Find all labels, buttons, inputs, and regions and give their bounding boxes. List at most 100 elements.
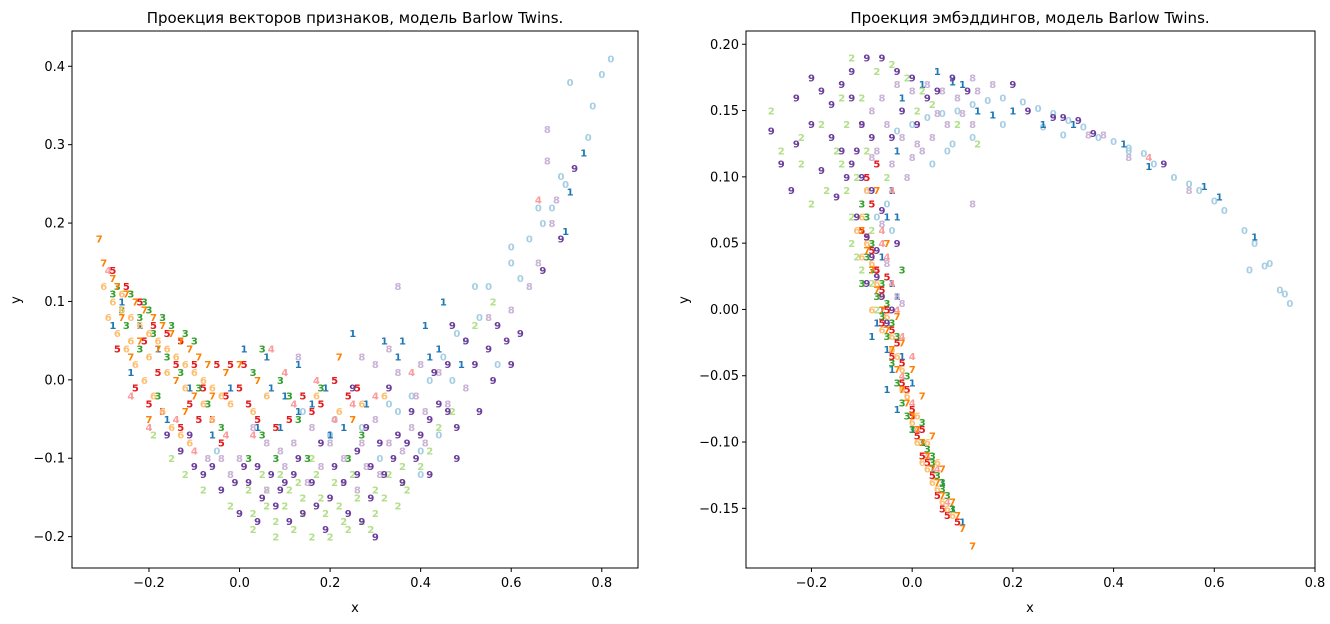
- right-point-digit-2: 2: [848, 239, 855, 250]
- left-point-digit-9: 9: [376, 439, 383, 450]
- right-point-digit-6: 6: [929, 478, 936, 489]
- right-point-digit-8: 8: [858, 120, 865, 131]
- right-point-digit-5: 5: [894, 339, 901, 350]
- right-point-digit-0: 0: [1241, 226, 1248, 237]
- left-point-digit-2: 2: [299, 493, 306, 504]
- right-point-digit-4: 4: [873, 266, 880, 277]
- left-point-digit-8: 8: [204, 454, 211, 465]
- left-point-digit-2: 2: [358, 517, 365, 528]
- left-point-digit-6: 6: [250, 407, 257, 418]
- left-point-digit-6: 6: [159, 407, 166, 418]
- right-point-digit-1: 1: [1145, 162, 1152, 173]
- left-point-digit-9: 9: [372, 533, 379, 544]
- left-y-ticks: −0.2 −0.1 0.0 0.1 0.2 0.3 0.4: [33, 60, 72, 545]
- left-point-digit-0: 0: [539, 219, 546, 230]
- right-point-digit-4: 4: [944, 498, 951, 509]
- left-point-digit-5: 5: [114, 345, 121, 356]
- right-point-digit-8: 8: [919, 146, 926, 157]
- right-point-digit-3: 3: [879, 279, 886, 290]
- right-point-digit-9: 9: [853, 146, 860, 157]
- left-point-digit-1: 1: [254, 423, 261, 434]
- left-point-digit-7: 7: [132, 298, 139, 309]
- right-point-digit-7: 7: [904, 398, 911, 409]
- left-point-digit-6: 6: [109, 298, 116, 309]
- right-point-digit-7: 7: [879, 305, 886, 316]
- right-point-digit-0: 0: [999, 93, 1006, 104]
- left-y-tick-label: −0.1: [33, 452, 65, 467]
- right-point-digit-1: 1: [1009, 107, 1016, 118]
- right-point-digit-2: 2: [889, 60, 896, 71]
- right-point-digit-9: 9: [863, 233, 870, 244]
- right-point-digit-9: 9: [863, 279, 870, 290]
- left-point-digit-0: 0: [426, 376, 433, 387]
- left-point-digit-9: 9: [476, 407, 483, 418]
- left-point-digit-3: 3: [127, 290, 134, 301]
- right-point-digit-6: 6: [899, 385, 906, 396]
- right-point-digit-0: 0: [984, 96, 991, 107]
- left-point-digit-9: 9: [327, 493, 334, 504]
- left-point-digit-9: 9: [472, 360, 479, 371]
- right-point-digit-6: 6: [934, 458, 941, 469]
- left-point-digit-5: 5: [164, 329, 171, 340]
- left-point-digit-2: 2: [372, 486, 379, 497]
- left-point-digit-8: 8: [318, 462, 325, 473]
- left-point-digit-9: 9: [404, 439, 411, 450]
- right-point-digit-9: 9: [793, 140, 800, 151]
- left-point-digit-2: 2: [168, 454, 175, 465]
- right-point-digit-6: 6: [889, 332, 896, 343]
- right-point-digit-5: 5: [858, 226, 865, 237]
- left-point-digit-1: 1: [109, 321, 116, 332]
- right-x-tick-label: −0.2: [796, 576, 828, 591]
- right-x-tick-label: 0.4: [1103, 576, 1124, 591]
- left-point-digit-1: 1: [458, 360, 465, 371]
- left-point-digit-5: 5: [191, 360, 198, 371]
- right-point-digit-8: 8: [899, 299, 906, 310]
- left-point-digit-7: 7: [336, 352, 343, 363]
- left-point-digit-6: 6: [209, 384, 216, 395]
- right-point-digit-8: 8: [944, 120, 951, 131]
- left-point-digit-2: 2: [372, 509, 379, 520]
- right-point-digit-0: 0: [1040, 123, 1047, 134]
- right-point-digit-2: 2: [848, 213, 855, 224]
- right-point-digit-2: 2: [768, 107, 775, 118]
- left-point-digit-9: 9: [286, 517, 293, 528]
- right-y-tick-label: 0.05: [710, 237, 739, 252]
- left-point-digit-3: 3: [168, 321, 175, 332]
- right-point-digit-9: 9: [778, 160, 785, 171]
- right-point-digit-9: 9: [788, 186, 795, 197]
- left-point-digit-9: 9: [299, 509, 306, 520]
- right-point-digit-5: 5: [924, 458, 931, 469]
- left-point-digit-9: 9: [508, 360, 515, 371]
- left-point-digit-3: 3: [136, 313, 143, 324]
- left-point-digit-8: 8: [526, 282, 533, 293]
- right-point-digit-7: 7: [929, 465, 936, 476]
- right-point-digit-1: 1: [899, 93, 906, 104]
- left-point-digit-7: 7: [254, 376, 261, 387]
- right-point-digit-9: 9: [899, 107, 906, 118]
- left-point-digit-8: 8: [227, 470, 234, 481]
- right-point-digit-0: 0: [1065, 116, 1072, 127]
- left-point-digit-2: 2: [381, 493, 388, 504]
- left-point-digit-1: 1: [440, 298, 447, 309]
- left-point-digit-5: 5: [177, 337, 184, 348]
- left-point-digit-5: 5: [155, 368, 162, 379]
- left-point-digit-9: 9: [367, 493, 374, 504]
- right-plot-frame: [745, 30, 1316, 569]
- left-point-digit-5: 5: [345, 392, 352, 403]
- right-point-digit-5: 5: [909, 412, 916, 423]
- left-point-digit-6: 6: [313, 392, 320, 403]
- left-point-digit-2: 2: [322, 509, 329, 520]
- right-point-digit-4: 4: [909, 398, 916, 409]
- left-point-digit-8: 8: [535, 258, 542, 269]
- left-point-digit-1: 1: [426, 352, 433, 363]
- right-point-digit-9: 9: [868, 186, 875, 197]
- left-point-digit-0: 0: [440, 352, 447, 363]
- right-point-digit-9: 9: [853, 213, 860, 224]
- right-point-digit-1: 1: [949, 504, 956, 515]
- left-point-digit-8: 8: [435, 368, 442, 379]
- right-point-digit-8: 8: [974, 87, 981, 98]
- left-point-digit-6: 6: [168, 423, 175, 434]
- left-point-digit-3: 3: [272, 454, 279, 465]
- right-point-digit-6: 6: [853, 226, 860, 237]
